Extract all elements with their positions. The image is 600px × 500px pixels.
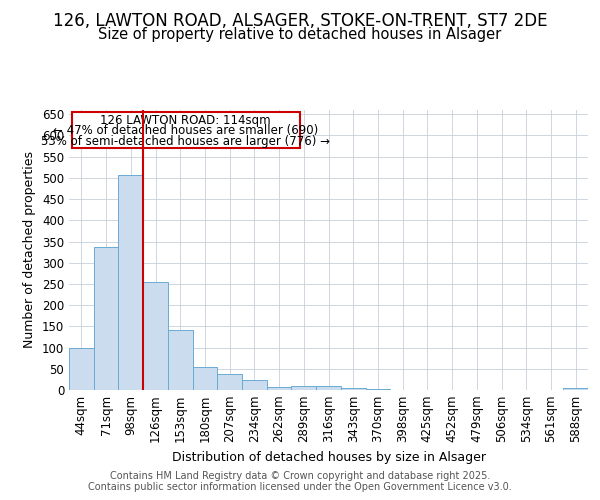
Bar xyxy=(292,386,316,390)
Bar xyxy=(143,282,168,390)
Bar xyxy=(316,386,341,390)
Text: 53% of semi-detached houses are larger (776) →: 53% of semi-detached houses are larger (… xyxy=(41,135,330,148)
X-axis label: Distribution of detached houses by size in Alsager: Distribution of detached houses by size … xyxy=(172,451,485,464)
Bar xyxy=(94,246,118,390)
Bar xyxy=(168,330,193,390)
Bar xyxy=(365,389,390,390)
Y-axis label: Number of detached properties: Number of detached properties xyxy=(23,152,37,348)
Bar xyxy=(69,348,94,390)
Bar xyxy=(242,380,267,390)
Bar xyxy=(341,388,365,390)
Text: Size of property relative to detached houses in Alsager: Size of property relative to detached ho… xyxy=(98,28,502,42)
Text: 126, LAWTON ROAD, ALSAGER, STOKE-ON-TRENT, ST7 2DE: 126, LAWTON ROAD, ALSAGER, STOKE-ON-TREN… xyxy=(53,12,547,30)
Bar xyxy=(193,366,217,390)
Text: Contains HM Land Registry data © Crown copyright and database right 2025.
Contai: Contains HM Land Registry data © Crown c… xyxy=(88,471,512,492)
Bar xyxy=(563,388,588,390)
Bar xyxy=(267,387,292,390)
FancyBboxPatch shape xyxy=(71,112,300,148)
Bar xyxy=(217,374,242,390)
Bar xyxy=(118,175,143,390)
Text: 126 LAWTON ROAD: 114sqm: 126 LAWTON ROAD: 114sqm xyxy=(100,114,271,126)
Text: ← 47% of detached houses are smaller (690): ← 47% of detached houses are smaller (69… xyxy=(53,124,319,138)
